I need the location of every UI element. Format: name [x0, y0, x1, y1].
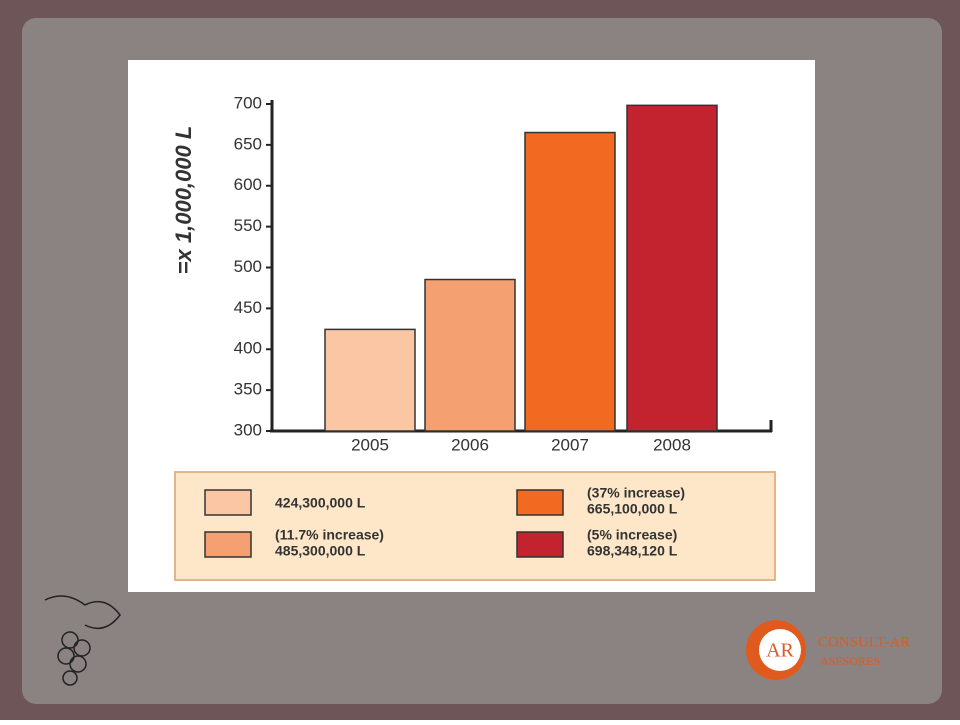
legend: [174, 471, 776, 581]
x-tick-label: 2005: [351, 435, 389, 454]
legend-value: 424,300,000 L: [275, 495, 366, 511]
logo-name: CONSULT-AR: [818, 634, 910, 650]
legend-note: (37% increase): [587, 485, 685, 501]
legend-note: (11.7% increase): [275, 527, 384, 543]
y-tick-label: 450: [234, 298, 262, 317]
legend-value: 485,300,000 L: [275, 543, 366, 559]
y-tick-label: 300: [234, 420, 262, 439]
y-tick-label: 550: [234, 216, 262, 235]
bar: [424, 278, 516, 432]
legend-swatch: [204, 531, 252, 558]
bar: [524, 131, 616, 432]
x-tick-label: 2006: [451, 435, 489, 454]
x-tick-label: 2008: [653, 435, 691, 454]
legend-swatch: [516, 531, 564, 558]
legend-swatch: [516, 489, 564, 516]
y-tick-label: 600: [234, 175, 262, 194]
x-tick-label: 2007: [551, 435, 589, 454]
y-tick-label: 350: [234, 380, 262, 399]
legend-value: 698,348,120 L: [587, 543, 678, 559]
y-tick-label: 700: [234, 93, 262, 112]
logo-mark: AR: [766, 640, 794, 662]
grape-icon: [44, 595, 121, 686]
legend-swatch: [204, 489, 252, 516]
logo: AR CONSULT-AR ASESORES: [746, 620, 910, 680]
y-tick-label: 400: [234, 339, 262, 358]
bar: [324, 328, 416, 432]
legend-note: (5% increase): [587, 527, 677, 543]
bar: [626, 104, 718, 432]
y-tick-label: 650: [234, 134, 262, 153]
logo-subtitle: ASESORES: [820, 654, 880, 668]
y-tick-label: 500: [234, 257, 262, 276]
y-axis-label: =x 1,000,000 L: [171, 126, 196, 275]
legend-value: 665,100,000 L: [587, 501, 678, 517]
